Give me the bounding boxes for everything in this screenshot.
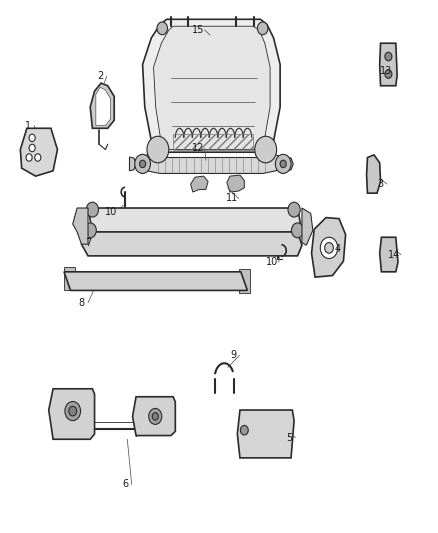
Polygon shape <box>136 155 289 173</box>
Polygon shape <box>49 389 95 439</box>
Polygon shape <box>237 410 294 458</box>
Circle shape <box>255 136 277 163</box>
Polygon shape <box>57 391 90 431</box>
Circle shape <box>65 401 81 421</box>
Polygon shape <box>191 176 208 192</box>
Circle shape <box>325 243 333 253</box>
Text: 15: 15 <box>192 25 204 35</box>
Polygon shape <box>302 208 313 245</box>
Circle shape <box>99 101 108 111</box>
Circle shape <box>149 408 162 424</box>
Polygon shape <box>140 400 171 430</box>
Polygon shape <box>311 217 346 277</box>
Text: 4: 4 <box>335 244 341 254</box>
Circle shape <box>84 223 96 238</box>
Circle shape <box>258 22 268 35</box>
Polygon shape <box>90 83 114 128</box>
Polygon shape <box>380 237 398 272</box>
Text: 14: 14 <box>389 250 401 260</box>
Circle shape <box>152 413 158 420</box>
Circle shape <box>26 154 32 161</box>
Polygon shape <box>81 232 302 256</box>
Circle shape <box>140 160 146 167</box>
Circle shape <box>29 144 35 152</box>
Text: 7: 7 <box>85 238 91 247</box>
Polygon shape <box>367 155 381 193</box>
Polygon shape <box>96 87 111 126</box>
Circle shape <box>320 237 338 259</box>
Text: 9: 9 <box>230 350 236 360</box>
Text: 11: 11 <box>226 193 238 204</box>
Polygon shape <box>380 43 397 86</box>
Polygon shape <box>130 157 136 171</box>
Circle shape <box>157 22 167 35</box>
Circle shape <box>135 155 150 173</box>
Text: 10: 10 <box>266 257 279 267</box>
Polygon shape <box>287 157 293 171</box>
Polygon shape <box>153 26 270 150</box>
Circle shape <box>35 154 41 161</box>
Polygon shape <box>243 413 289 454</box>
Polygon shape <box>64 266 75 290</box>
Text: 3: 3 <box>378 179 384 189</box>
Circle shape <box>147 136 169 163</box>
Text: 10: 10 <box>105 207 117 217</box>
Text: 13: 13 <box>380 66 392 76</box>
Polygon shape <box>143 19 280 152</box>
Polygon shape <box>88 208 302 232</box>
Text: 2: 2 <box>97 71 103 81</box>
Circle shape <box>291 223 304 238</box>
Text: 1: 1 <box>25 120 31 131</box>
Polygon shape <box>133 397 175 435</box>
Text: 5: 5 <box>286 433 292 443</box>
Text: 8: 8 <box>78 297 85 308</box>
Circle shape <box>385 52 392 61</box>
Circle shape <box>86 202 99 217</box>
Circle shape <box>280 160 286 167</box>
Polygon shape <box>239 269 250 293</box>
Polygon shape <box>227 175 244 192</box>
Circle shape <box>29 134 35 142</box>
Polygon shape <box>64 272 247 290</box>
Circle shape <box>69 406 77 416</box>
Text: 6: 6 <box>122 480 128 489</box>
Text: 12: 12 <box>192 143 204 154</box>
Circle shape <box>240 425 248 435</box>
Polygon shape <box>20 128 57 176</box>
Circle shape <box>385 70 392 78</box>
Circle shape <box>276 155 291 173</box>
Circle shape <box>288 202 300 217</box>
Polygon shape <box>73 208 88 244</box>
